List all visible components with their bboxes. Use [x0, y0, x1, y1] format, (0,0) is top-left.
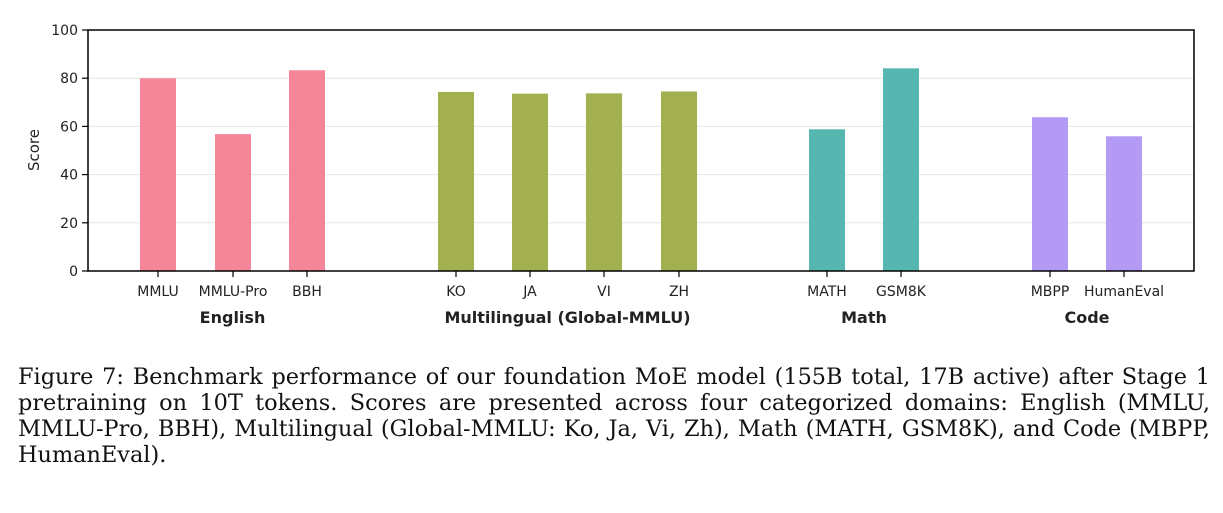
x-tick-label: VI — [597, 284, 611, 300]
bar-mbpp — [1032, 117, 1068, 271]
x-tick-label: HumanEval — [1084, 284, 1164, 300]
x-tick-label: JA — [522, 284, 537, 300]
bar-bbh — [289, 70, 325, 271]
y-tick-label: 80 — [60, 71, 78, 87]
bar-mmlu — [140, 78, 176, 271]
gridlines — [88, 77, 1194, 224]
bar-ko — [438, 91, 474, 271]
x-tick-label: MBPP — [1031, 284, 1070, 300]
bar-ja — [512, 93, 548, 272]
group-label: Math — [841, 308, 887, 327]
y-tick-label: 100 — [51, 23, 78, 39]
benchmark-bar-chart: 0 20 40 60 80 100 MMLU MMLU-Pro BBH English KO JA VI… — [25, 23, 1195, 327]
bar-vi — [586, 93, 622, 272]
x-tick-label: KO — [446, 284, 465, 300]
group-label: Multilingual (Global-MMLU) — [444, 308, 690, 327]
figure-caption: Figure 7: Benchmark performance of our f… — [18, 364, 1210, 468]
x-tick-label: MMLU-Pro — [199, 284, 268, 300]
bar-math — [809, 129, 845, 271]
y-tick-label: 60 — [60, 119, 78, 135]
y-tick-label: 20 — [60, 216, 78, 232]
plot-frame — [87, 29, 1195, 272]
x-tick-label: MMLU — [137, 284, 179, 300]
group-label: Code — [1064, 308, 1109, 327]
x-tick-label: ZH — [669, 284, 689, 300]
bar-humaneval — [1106, 136, 1142, 271]
axes: 0 20 40 60 80 100 MMLU MMLU-Pro BBH English KO JA VI… — [51, 23, 1164, 327]
y-tick-label: 40 — [60, 168, 78, 184]
bar-zh — [661, 91, 697, 271]
x-tick-label: BBH — [292, 284, 322, 300]
x-tick-label: GSM8K — [876, 284, 927, 300]
bars — [140, 68, 1142, 272]
y-axis-label: Score — [25, 129, 43, 171]
x-tick-label: MATH — [807, 284, 847, 300]
bar-mmlu-pro — [215, 134, 251, 271]
group-label: English — [200, 308, 266, 327]
y-tick-label: 0 — [69, 264, 78, 280]
bar-gsm8k — [883, 68, 919, 271]
